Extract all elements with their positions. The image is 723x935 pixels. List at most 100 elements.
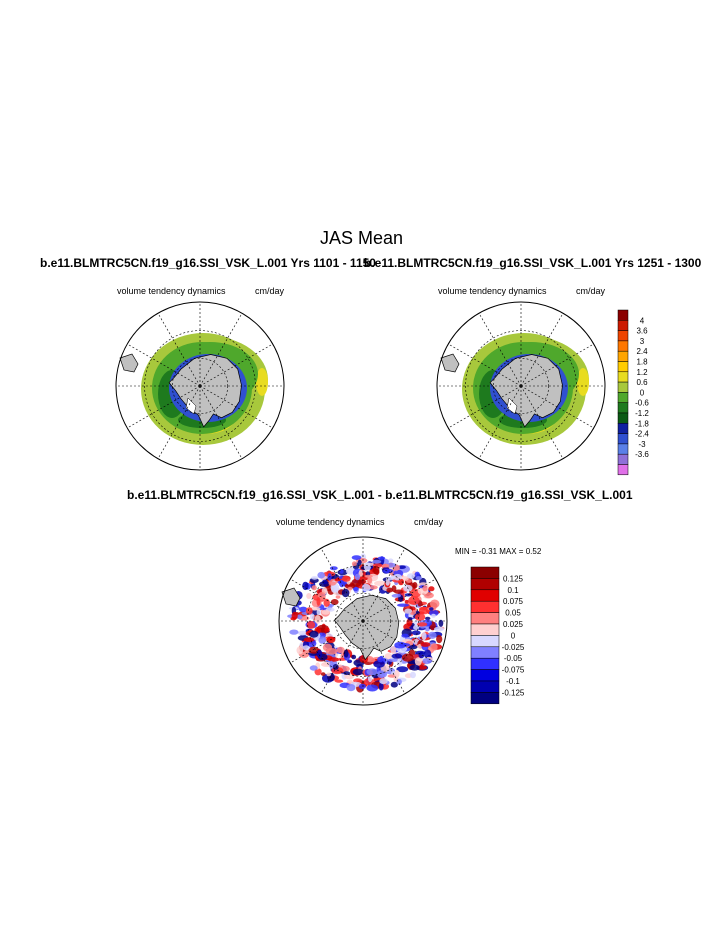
colorbar-absolute: 4 3.632.4 1.81.20.60 -0.6-1.2-1.8 -2.4-3-3.6 <box>617 309 649 476</box>
colorbar-box <box>617 412 629 424</box>
colorbar-box <box>617 464 629 476</box>
anomaly-cell <box>325 648 338 655</box>
anomaly-cell <box>318 636 327 644</box>
anomaly-cell <box>335 595 341 599</box>
south-america-tip <box>281 587 301 607</box>
anomaly-cell <box>408 617 413 621</box>
anomaly-cell <box>374 580 386 586</box>
colorbar-tick-label: 0.025 <box>503 620 524 629</box>
south-america-tip <box>119 353 139 373</box>
anomaly-cell <box>334 578 341 582</box>
anomaly-cell <box>316 649 323 658</box>
colorbar-box <box>470 680 500 693</box>
anomaly-cell <box>346 684 356 692</box>
anomaly-cell <box>409 671 416 679</box>
anomaly-cell <box>343 649 349 658</box>
colorbar-box <box>617 340 629 352</box>
anomaly-cell <box>396 678 402 685</box>
figure-title: JAS Mean <box>319 228 404 248</box>
anomaly-cell <box>434 626 444 632</box>
anomaly-cell <box>417 665 427 670</box>
anomaly-cell <box>428 631 437 639</box>
anomaly-cell <box>377 656 384 663</box>
positive-patch-east <box>577 368 589 396</box>
diff-min-max: MIN = -0.31 MAX = 0.52 <box>455 547 542 556</box>
anomaly-cell <box>438 619 444 627</box>
anomaly-cell <box>326 636 336 644</box>
colorbar-tick-label: 0.075 <box>503 597 524 606</box>
anomaly-cell <box>387 658 399 662</box>
anomaly-cell <box>334 679 344 683</box>
anomaly-cell <box>297 630 307 636</box>
anomaly-cell <box>385 578 390 586</box>
latitude-circle <box>334 592 392 650</box>
anomaly-cell <box>326 672 331 677</box>
map-border <box>278 536 448 706</box>
anomaly-cell <box>308 646 320 654</box>
anomaly-cell <box>357 559 362 566</box>
anomaly-cell <box>425 616 431 621</box>
latitude-circle <box>307 565 419 677</box>
antarctica-landmass <box>333 594 400 661</box>
colorbar-tick-label: 0 <box>511 631 516 640</box>
meridian-line <box>127 385 201 429</box>
anomaly-cell <box>381 563 390 568</box>
anomaly-cell <box>430 643 438 651</box>
anomaly-cell <box>414 613 426 621</box>
south-america-tip <box>440 353 460 373</box>
anomaly-cell <box>366 657 376 663</box>
anomaly-cell <box>311 576 319 580</box>
colorbar-tick-label: -3 <box>638 440 646 449</box>
colorbar-tick-label: -0.1 <box>506 677 520 686</box>
anomaly-cell <box>309 630 319 638</box>
anomaly-cell <box>428 586 435 592</box>
anomaly-cell <box>306 593 312 599</box>
anomaly-cell <box>394 641 407 649</box>
colorbar-box <box>470 692 500 705</box>
anomaly-cell <box>420 642 431 647</box>
colorbar-box <box>470 578 500 591</box>
colorbar-box <box>617 402 629 414</box>
anomaly-cell <box>352 668 364 676</box>
positive-patch-east <box>256 368 268 396</box>
colorbar-tick-label: 1.8 <box>636 358 648 367</box>
anomaly-cell <box>302 645 310 651</box>
anomaly-cell <box>421 632 427 641</box>
meridian-line <box>362 548 406 622</box>
anomaly-cell <box>305 607 313 615</box>
anomaly-cell <box>386 587 393 593</box>
anomaly-cell <box>413 625 420 630</box>
colorbar-tick-label: 0.6 <box>636 378 648 387</box>
anomaly-cell <box>351 555 362 560</box>
anomaly-cell <box>377 556 386 560</box>
colorbar-box <box>470 612 500 625</box>
anomaly-cell <box>372 559 382 564</box>
anomaly-cell <box>367 576 373 584</box>
colorbar-tick-label: 3 <box>640 337 645 346</box>
anomaly-cell <box>346 679 353 684</box>
anomaly-cell <box>394 589 404 594</box>
anomaly-cell <box>436 635 443 644</box>
colorbar-box <box>617 423 629 434</box>
colorbar-box <box>617 392 629 403</box>
anomaly-cell <box>404 599 409 604</box>
anomaly-cell <box>332 664 339 670</box>
anomaly-cell <box>351 561 357 567</box>
anomaly-cell <box>384 653 393 660</box>
anomaly-cell <box>378 682 384 691</box>
anomaly-cell <box>302 581 309 591</box>
colorbar-box <box>617 350 629 362</box>
colorbar-box <box>617 433 629 445</box>
anomaly-cell <box>414 657 422 666</box>
polar-map-1 <box>115 301 285 471</box>
anomaly-cell <box>431 613 436 618</box>
anomaly-cell <box>394 669 400 678</box>
case-title-1: b.e11.BLMTRC5CN.f19_g16.SSI_VSK_L.001 Yr… <box>40 256 376 270</box>
anomaly-cell <box>407 573 415 579</box>
colorbar-tick-label: 1.2 <box>636 368 648 377</box>
colorbar-box <box>617 361 629 373</box>
anomaly-cell <box>390 646 397 654</box>
anomaly-cell <box>336 646 345 654</box>
anomaly-cell <box>341 588 350 598</box>
colorbar-box <box>470 646 500 659</box>
